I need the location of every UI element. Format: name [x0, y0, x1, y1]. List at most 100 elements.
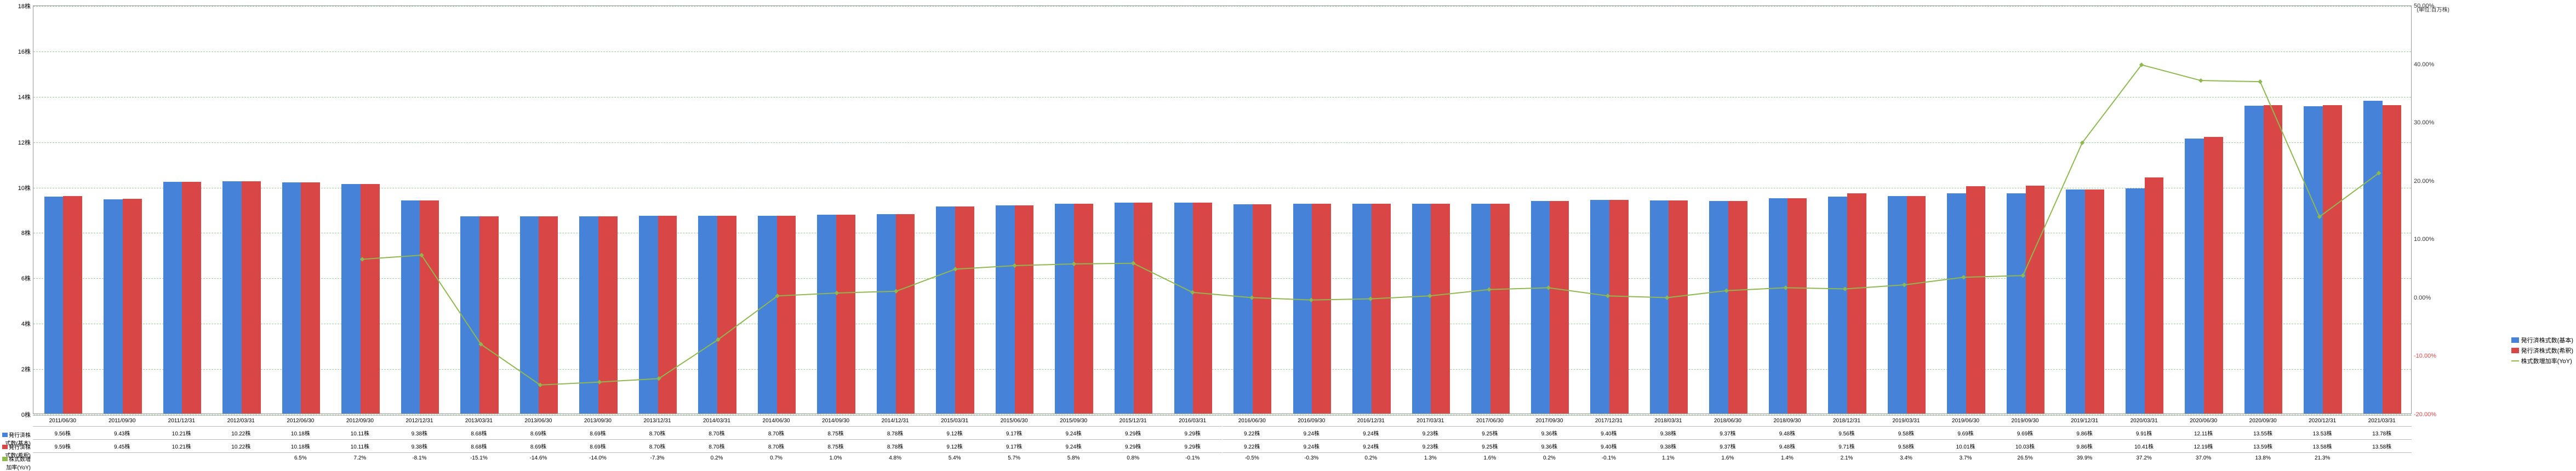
x-category: 2011/12/31: [152, 415, 212, 426]
y-left-tick: 10株: [12, 183, 31, 192]
data-cell: 1.1%: [1638, 452, 1698, 463]
data-cell: 13.55株: [2233, 426, 2293, 439]
data-cell: 9.24株: [1341, 439, 1401, 452]
data-cell: 39.9%: [2055, 452, 2115, 463]
data-cell: 8.78株: [865, 426, 925, 439]
data-cell: 10.18株: [271, 439, 330, 452]
data-cell: 13.58株: [2293, 439, 2352, 452]
data-cell: 12.19株: [2174, 439, 2234, 452]
legend-item: 株式数増加率(YoY): [2511, 357, 2573, 365]
data-cell: 9.71株: [1817, 439, 1877, 452]
data-cell: 37.0%: [2174, 452, 2234, 463]
data-cell: 8.75株: [806, 426, 866, 439]
data-cell: 0.2%: [1341, 452, 1401, 463]
legend-label: 発行済株式数(基本): [2521, 336, 2573, 344]
x-category: 2013/09/30: [568, 415, 628, 426]
x-category: 2012/09/30: [330, 415, 390, 426]
data-cell: 9.40株: [1579, 426, 1639, 439]
data-cell: 9.38株: [1638, 439, 1698, 452]
data-cell: -14.0%: [568, 452, 628, 463]
y-right-tick: 30.00%: [2414, 119, 2441, 126]
x-axis-table: 2011/06/309.56株9.59株2011/09/309.43株9.45株…: [33, 415, 2412, 470]
x-category: 2012/12/31: [390, 415, 449, 426]
data-cell: -8.1%: [390, 452, 449, 463]
x-category: 2017/03/31: [1401, 415, 1460, 426]
y-left-tick: 16株: [12, 47, 31, 56]
data-cell: 0.2%: [687, 452, 747, 463]
data-cell: 9.24株: [1044, 439, 1104, 452]
data-cell: 1.4%: [1757, 452, 1817, 463]
data-cell: 9.17株: [984, 426, 1044, 439]
x-category: 2015/06/30: [984, 415, 1044, 426]
data-cell: 8.70株: [687, 426, 747, 439]
data-cell: 9.24株: [1341, 426, 1401, 439]
data-cell: 8.70株: [746, 426, 806, 439]
data-cell: 13.58株: [2352, 439, 2412, 452]
data-cell: 9.24株: [1282, 439, 1341, 452]
data-cell: 9.37株: [1698, 439, 1758, 452]
data-cell: 9.56株: [33, 426, 93, 439]
data-cell: 8.69株: [509, 439, 568, 452]
data-cell: [152, 452, 212, 457]
data-cell: -7.3%: [627, 452, 687, 463]
data-cell: [93, 452, 152, 457]
plot-area: 0株2株4株6株8株10株12株14株16株18株 -20.00%-10.00%…: [33, 5, 2412, 414]
data-cell: 10.21株: [152, 426, 212, 439]
data-cell: 9.29株: [1163, 426, 1223, 439]
data-cell: 2.1%: [1817, 452, 1877, 463]
x-category: 2016/09/30: [1282, 415, 1341, 426]
x-category: 2019/03/31: [1876, 415, 1936, 426]
data-cell: 8.78株: [865, 439, 925, 452]
data-cell: 8.70株: [746, 439, 806, 452]
y-right-tick: -20.00%: [2414, 411, 2441, 418]
data-cell: 9.48株: [1757, 439, 1817, 452]
data-cell: 9.56株: [1817, 426, 1877, 439]
x-category: 2013/06/30: [509, 415, 568, 426]
data-cell: 10.11株: [330, 426, 390, 439]
data-cell: 9.22株: [1223, 439, 1282, 452]
data-cell: 13.78株: [2352, 426, 2412, 439]
data-cell: 10.22株: [212, 439, 271, 452]
data-cell: 8.69株: [568, 439, 628, 452]
x-category: 2018/12/31: [1817, 415, 1877, 426]
data-cell: 9.45株: [93, 439, 152, 452]
data-cell: 9.86株: [2055, 426, 2115, 439]
legend: 発行済株式数(基本)発行済株式数(希釈)株式数増加率(YoY): [2511, 334, 2573, 367]
y-left-tick: 8株: [12, 228, 31, 237]
data-cell: 9.17株: [984, 439, 1044, 452]
data-cell: 9.29株: [1103, 426, 1163, 439]
data-cell: 8.70株: [627, 426, 687, 439]
data-cell: 9.58株: [1876, 439, 1936, 452]
data-cell: 7.2%: [330, 452, 390, 463]
data-cell: 9.23株: [1401, 439, 1460, 452]
data-cell: 9.12株: [925, 439, 985, 452]
y-right-tick: 10.00%: [2414, 236, 2441, 243]
data-cell: 9.22株: [1223, 426, 1282, 439]
data-cell: 9.38株: [1638, 426, 1698, 439]
legend-label: 株式数増加率(YoY): [2521, 357, 2572, 365]
x-category: 2016/03/31: [1163, 415, 1223, 426]
data-cell: 5.7%: [984, 452, 1044, 463]
x-category: 2014/03/31: [687, 415, 747, 426]
data-cell: 8.70株: [627, 439, 687, 452]
data-cell: 8.70株: [687, 439, 747, 452]
x-category: 2015/09/30: [1044, 415, 1104, 426]
data-cell: -0.1%: [1579, 452, 1639, 463]
y-right-tick: 20.00%: [2414, 178, 2441, 185]
data-cell: 9.25株: [1460, 439, 1520, 452]
data-cell: -0.1%: [1163, 452, 1223, 463]
data-cell: 13.53株: [2293, 426, 2352, 439]
data-cell: 0.7%: [746, 452, 806, 463]
x-category: 2019/12/31: [2055, 415, 2115, 426]
data-cell: -0.3%: [1282, 452, 1341, 463]
y-left-tick: 2株: [12, 365, 31, 374]
data-cell: 9.37株: [1698, 426, 1758, 439]
data-cell: 1.0%: [806, 452, 866, 463]
data-cell: 0.2%: [1520, 452, 1579, 463]
data-cell: 21.3%: [2293, 452, 2352, 463]
x-category: 2021/03/31: [2352, 415, 2412, 426]
data-cell: 10.18株: [271, 426, 330, 439]
data-cell: -14.6%: [509, 452, 568, 463]
x-category: 2014/09/30: [806, 415, 866, 426]
data-cell: 6.5%: [271, 452, 330, 463]
